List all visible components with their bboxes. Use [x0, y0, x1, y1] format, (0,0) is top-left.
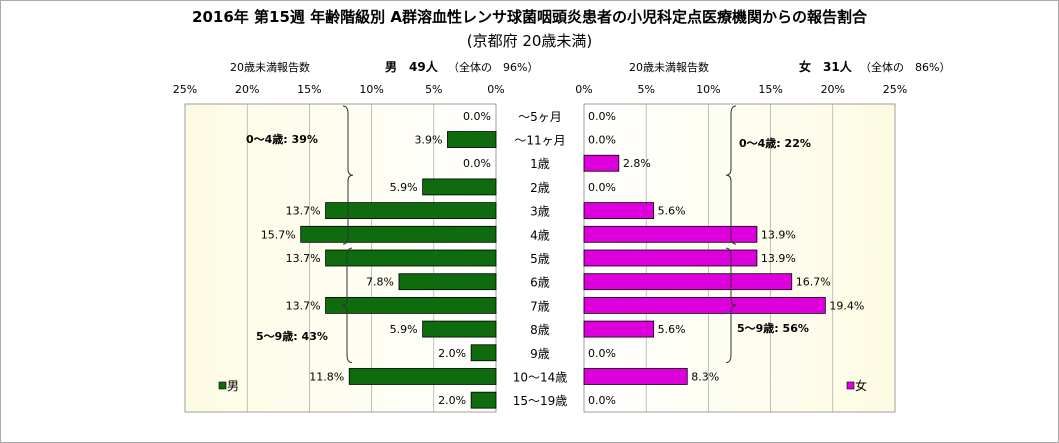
female-bar — [583, 225, 758, 243]
male-data-label: 2.0% — [438, 347, 466, 360]
age-category-label: 8歳 — [530, 323, 550, 337]
left-axis-tick-label: 0% — [487, 83, 504, 96]
male-bar — [348, 368, 497, 385]
female-0-4-brace — [725, 105, 737, 245]
female-bar — [583, 249, 758, 267]
left-axis-tick-label: 20% — [235, 83, 259, 96]
male-bar — [325, 202, 497, 220]
male-bar — [447, 131, 497, 148]
female-bar — [583, 273, 793, 291]
male-data-label: 0.0% — [463, 110, 491, 123]
male-bar — [325, 249, 497, 267]
female-bar — [583, 202, 655, 220]
female-header-count: 女 31人 — [799, 59, 853, 74]
chart-title: 2016年 第15週 年齢階級別 A群溶血性レンサ球菌咽頭炎患者の小児科定点医療… — [192, 8, 867, 26]
male-bar — [422, 320, 497, 338]
female-bar — [583, 320, 655, 338]
male-bar — [470, 344, 497, 362]
age-category-label: 9歳 — [530, 347, 550, 361]
age-category-label: 1歳 — [530, 157, 550, 171]
age-category-label: 7歳 — [530, 299, 550, 313]
age-category-label: 15〜19歳 — [513, 394, 568, 408]
male-0-4-brace — [342, 105, 354, 245]
female-data-label: 13.9% — [761, 228, 796, 241]
female-data-label: 0.0% — [588, 347, 616, 360]
female-legend-label: 女 — [855, 378, 867, 393]
age-category-label: 2歳 — [530, 181, 550, 195]
left-axis-tick-label: 5% — [425, 83, 442, 96]
male-data-label: 11.8% — [309, 370, 344, 383]
female-group-label-0-4: 0〜4歳: 22% — [739, 136, 811, 150]
age-category-label: 〜5ヶ月 — [518, 110, 562, 124]
female-data-label: 8.3% — [691, 370, 719, 383]
female-legend-swatch — [846, 381, 855, 390]
left-axis-tick-label: 10% — [359, 83, 383, 96]
chart-subtitle: (京都府 20歳未満) — [466, 32, 593, 50]
age-category-label: 5歳 — [530, 252, 550, 266]
male-data-label: 13.7% — [286, 299, 321, 312]
male-data-label: 7.8% — [366, 276, 394, 289]
female-bar — [583, 368, 688, 385]
age-category-label: 4歳 — [530, 228, 550, 242]
right-axis-tick-label: 15% — [758, 83, 782, 96]
male-bar — [422, 178, 497, 196]
age-category-label: 6歳 — [530, 276, 550, 290]
right-axis-tick-label: 0% — [575, 83, 592, 96]
right-axis-tick-label: 10% — [696, 83, 720, 96]
female-5-9-brace — [725, 247, 737, 364]
female-data-label: 0.0% — [588, 134, 616, 147]
female-data-label: 0.0% — [588, 181, 616, 194]
female-header-ratio: （全体の 86%） — [860, 60, 950, 74]
left-axis-tick-label: 25% — [173, 83, 197, 96]
female-data-label: 5.6% — [658, 323, 686, 336]
female-data-label: 13.9% — [761, 252, 796, 265]
female-bar — [583, 154, 620, 172]
male-group-label-5-9: 5〜9歳: 43% — [256, 329, 328, 343]
female-data-label: 0.0% — [588, 394, 616, 407]
female-data-label: 2.8% — [623, 157, 651, 170]
right-axis-tick-label: 25% — [883, 83, 907, 96]
female-data-label: 19.4% — [829, 299, 864, 312]
male-data-label: 5.9% — [390, 181, 418, 194]
male-5-9-brace — [341, 247, 353, 364]
left-axis-tick-label: 15% — [297, 83, 321, 96]
age-category-label: 3歳 — [530, 205, 550, 219]
male-data-label: 13.7% — [286, 205, 321, 218]
male-legend-label: 男 — [227, 379, 239, 393]
female-data-label: 0.0% — [588, 110, 616, 123]
male-data-label: 15.7% — [261, 228, 296, 241]
age-category-label: 10〜14歳 — [513, 370, 568, 384]
male-data-label: 5.9% — [390, 323, 418, 336]
male-header-ratio: （全体の 96%） — [448, 60, 538, 74]
right-axis-tick-label: 5% — [637, 83, 654, 96]
male-header-label: 20歳未満報告数 — [230, 61, 310, 74]
right-axis-tick-label: 20% — [821, 83, 845, 96]
male-data-label: 13.7% — [286, 252, 321, 265]
female-header-label: 20歳未満報告数 — [629, 61, 709, 74]
male-data-label: 2.0% — [438, 394, 466, 407]
female-data-label: 16.7% — [796, 276, 831, 289]
male-bar — [398, 273, 497, 291]
male-bar — [325, 296, 497, 314]
female-data-label: 5.6% — [658, 205, 686, 218]
age-category-label: 〜11ヶ月 — [514, 134, 565, 148]
male-bar — [300, 225, 497, 243]
male-header-count: 男 49人 — [385, 59, 439, 74]
male-group-label-0-4: 0〜4歳: 39% — [246, 132, 318, 146]
male-data-label: 3.9% — [415, 134, 443, 147]
male-data-label: 0.0% — [463, 157, 491, 170]
male-bar — [470, 391, 497, 409]
female-bar — [583, 296, 826, 314]
male-legend-swatch — [218, 381, 227, 390]
female-group-label-5-9: 5〜9歳: 56% — [737, 321, 809, 335]
